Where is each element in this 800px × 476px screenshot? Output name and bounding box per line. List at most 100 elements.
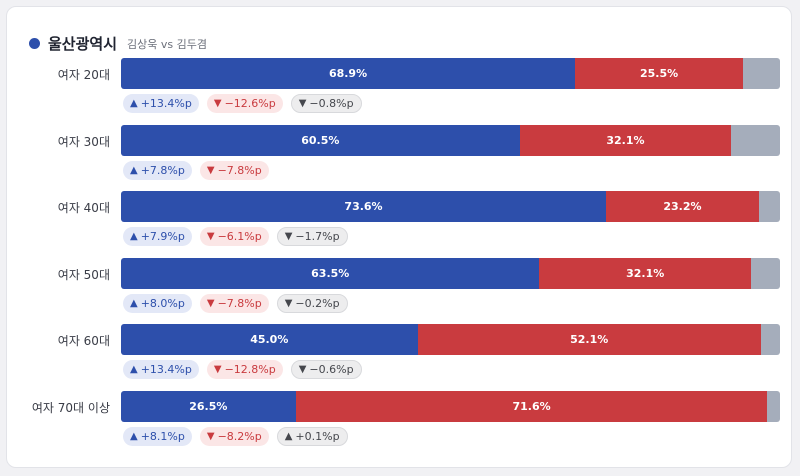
bar-segment-kim-sang-wook: 60.5% [121,125,520,156]
chart-header: 울산광역시 김상욱 vs 김두겸 [29,33,207,54]
change-value: +13.4%p [140,97,192,110]
stacked-bar: 63.5% 32.1% [121,258,780,289]
stacked-bar: 26.5% 71.6% [121,391,780,422]
change-value: −0.2%p [295,297,340,310]
data-label: 63.5% [311,267,350,280]
bar-segment-other [758,191,780,222]
triangle-up-icon: ▲ [130,165,138,176]
triangle-down-icon: ▼ [213,364,222,375]
data-label: 25.5% [639,67,679,80]
change-badge: ▲ +8.0%p [123,294,192,313]
data-label: 73.6% [344,200,383,213]
bar-segment-other [750,258,780,289]
change-chips: ▲ +7.8%p ▼ −7.8%p [123,161,269,180]
change-badge: ▼ −0.6%p [290,360,362,379]
chart-row: 여자 40대 73.6% 23.2% ▲ +7.9%p ▼ −6.1%p ▼ −1.7%p [0,191,800,247]
change-badge: ▲ +13.4%p [123,360,199,379]
change-badge: ▼ −1.7%p [276,227,348,246]
change-value: +7.8%p [140,164,185,177]
change-value: −12.6%p [224,97,276,110]
bar-segment-kim-doo-gyeom: 52.1% [417,324,761,355]
bar-segment-other [760,324,780,355]
bar-segment-kim-sang-wook: 68.9% [121,58,576,89]
data-label: 60.5% [301,134,340,147]
change-badge: ▲ +7.8%p [123,161,192,180]
triangle-down-icon: ▼ [298,364,307,375]
category-label: 여자 30대 [57,135,110,149]
change-value: −0.6%p [309,363,354,376]
chart-row: 여자 30대 60.5% 32.1% ▲ +7.8%p ▼ −7.8%p [0,125,800,181]
triangle-up-icon: ▲ [130,231,138,242]
change-value: −6.1%p [217,230,262,243]
change-badge: ▼ −6.1%p [199,227,269,246]
change-value: −7.8%p [217,164,262,177]
change-value: −7.8%p [217,297,262,310]
change-badge: ▼ −7.8%p [199,294,269,313]
change-value: +8.1%p [140,430,185,443]
triangle-down-icon: ▼ [284,298,293,309]
triangle-down-icon: ▼ [206,431,215,442]
change-badge: ▼ −12.8%p [206,360,283,379]
triangle-up-icon: ▲ [130,431,138,442]
data-label: 71.6% [512,400,551,413]
bar-segment-kim-doo-gyeom: 32.1% [519,125,732,156]
triangle-up-icon: ▲ [130,364,138,375]
triangle-down-icon: ▼ [213,98,222,109]
region-dot-icon [29,38,40,49]
stacked-bar: 45.0% 52.1% [121,324,780,355]
triangle-up-icon: ▲ [130,298,138,309]
bar-segment-kim-doo-gyeom: 23.2% [606,191,759,222]
category-label: 여자 70대 이상 [31,401,110,415]
bar-segment-kim-sang-wook: 73.6% [121,191,607,222]
change-value: −0.8%p [309,97,354,110]
bar-segment-other [731,125,780,156]
change-chips: ▲ +8.0%p ▼ −7.8%p ▼ −0.2%p [123,294,348,313]
triangle-up-icon: ▲ [284,431,293,442]
bar-segment-kim-doo-gyeom: 32.1% [539,258,751,289]
change-badge: ▼ −12.6%p [206,94,283,113]
change-value: +0.1%p [295,430,340,443]
change-value: +13.4%p [140,363,192,376]
change-value: +7.9%p [140,230,185,243]
bar-segment-other [743,58,780,89]
chart-row: 여자 70대 이상 26.5% 71.6% ▲ +8.1%p ▼ −8.2%p ▲ +0.1%p [0,391,800,447]
change-badge: ▼ −7.8%p [199,161,269,180]
triangle-down-icon: ▼ [298,98,307,109]
chart-row: 여자 50대 63.5% 32.1% ▲ +8.0%p ▼ −7.8%p ▼ −0.2%p [0,258,800,314]
stacked-bar: 68.9% 25.5% [121,58,780,89]
change-badge: ▲ +8.1%p [123,427,192,446]
change-value: +8.0%p [140,297,185,310]
change-badge: ▼ −0.2%p [276,294,348,313]
change-chips: ▲ +13.4%p ▼ −12.6%p ▼ −0.8%p [123,94,362,113]
data-label: 32.1% [606,134,645,147]
change-badge: ▲ +13.4%p [123,94,199,113]
change-value: −8.2%p [217,430,262,443]
triangle-down-icon: ▼ [206,298,215,309]
region-title: 울산광역시 [48,35,118,53]
change-badge: ▼ −0.8%p [290,94,362,113]
triangle-down-icon: ▼ [284,231,293,242]
category-label: 여자 50대 [57,268,110,282]
triangle-down-icon: ▼ [206,165,215,176]
change-badge: ▲ +0.1%p [276,427,348,446]
data-label: 23.2% [663,200,702,213]
triangle-up-icon: ▲ [130,98,138,109]
change-value: −1.7%p [295,230,340,243]
stacked-bar: 73.6% 23.2% [121,191,780,222]
bar-segment-kim-sang-wook: 63.5% [121,258,540,289]
triangle-down-icon: ▼ [206,231,215,242]
bar-segment-kim-sang-wook: 26.5% [121,391,296,422]
category-label: 여자 20대 [57,68,110,82]
data-label: 52.1% [570,333,609,346]
data-label: 45.0% [250,333,289,346]
candidates-subtitle: 김상욱 vs 김두겸 [127,37,207,51]
category-label: 여자 60대 [57,334,110,348]
change-chips: ▲ +8.1%p ▼ −8.2%p ▲ +0.1%p [123,427,348,446]
bar-segment-kim-doo-gyeom: 25.5% [575,58,744,89]
chart-row: 여자 60대 45.0% 52.1% ▲ +13.4%p ▼ −12.8%p ▼ −0.6%p [0,324,800,380]
data-label: 26.5% [189,400,228,413]
stacked-bar: 60.5% 32.1% [121,125,780,156]
change-chips: ▲ +13.4%p ▼ −12.8%p ▼ −0.6%p [123,360,362,379]
change-value: −12.8%p [224,363,276,376]
category-label: 여자 40대 [57,201,110,215]
